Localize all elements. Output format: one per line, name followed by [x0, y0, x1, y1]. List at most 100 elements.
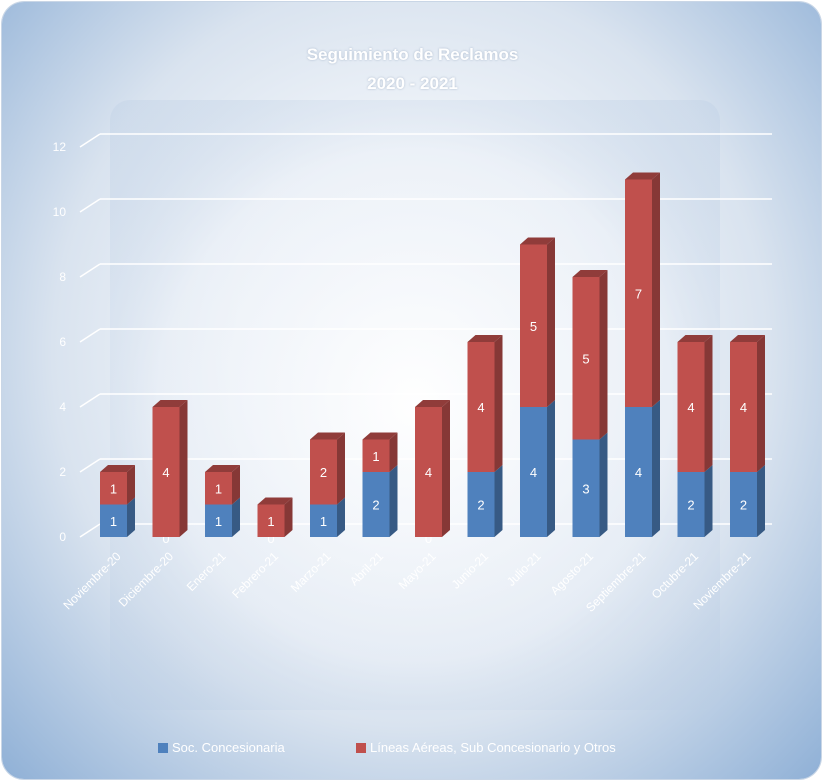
y-tick-label: 4: [59, 400, 66, 414]
legend-item-lineas-aereas: Líneas Aéreas, Sub Concesionario y Otros: [356, 740, 616, 755]
bar-segment: [310, 439, 337, 505]
bar-segment: [625, 407, 652, 537]
bar-side: [284, 497, 293, 537]
bar-side: [389, 465, 398, 537]
bar-segment: [152, 407, 180, 537]
data-label: 1: [110, 514, 117, 529]
bar-segment: [205, 472, 232, 505]
chart-subtitle: 2020 - 2021: [367, 74, 458, 93]
data-label: 5: [582, 351, 589, 366]
chart-title: Seguimiento de Reclamos: [306, 45, 519, 64]
data-label: 2: [477, 498, 484, 513]
bar-side: [652, 400, 660, 537]
gridline-side: [79, 458, 101, 473]
legend-swatch-blue: [158, 742, 168, 753]
bar-segment: [520, 407, 547, 537]
bar-side: [127, 465, 135, 505]
bar-segment: [572, 439, 600, 537]
bar-side: [547, 237, 555, 407]
bar-side: [494, 465, 503, 537]
bar-segment: [572, 277, 600, 440]
data-label: 7: [635, 286, 642, 301]
bar-top: [205, 465, 240, 472]
bar-top: [152, 400, 188, 407]
bar-segment: [730, 472, 757, 537]
bar-side: [704, 335, 713, 472]
bar-segment: [310, 504, 337, 537]
bar-segment: [677, 472, 705, 537]
y-tick-label: 10: [53, 205, 67, 219]
bar-segment: [467, 342, 495, 472]
bar-top: [100, 465, 135, 472]
bar-top: [310, 432, 345, 440]
legend-label: Líneas Aéreas, Sub Concesionario y Otros: [370, 740, 616, 755]
y-tick-label: 12: [53, 140, 67, 154]
data-label: 4: [635, 465, 642, 480]
bar-top: [625, 172, 660, 180]
y-tick-label: 8: [59, 270, 66, 284]
data-label: 0: [162, 531, 169, 546]
bar-segment: [100, 472, 127, 505]
y-tick-label: 0: [59, 530, 66, 544]
legend-label: Soc. Concesionaria: [172, 740, 285, 755]
data-label: 4: [162, 465, 169, 480]
data-label: 1: [215, 481, 222, 496]
bar-side: [652, 172, 660, 407]
bar-segment: [257, 504, 285, 537]
bar-segment: [730, 342, 757, 472]
data-label: 2: [687, 498, 694, 513]
legend-swatch-red: [356, 742, 366, 753]
bar-top: [730, 335, 765, 342]
bar-side: [494, 335, 503, 472]
bar-top: [415, 400, 450, 407]
bar-top: [362, 432, 398, 440]
bar-segment: [205, 504, 232, 537]
data-label: 1: [215, 514, 222, 529]
data-label: 0: [267, 531, 274, 546]
bar-side: [127, 497, 135, 537]
bar-side: [704, 465, 713, 537]
bar-top: [257, 497, 293, 505]
legend-item-soc-concesionaria: Soc. Concesionaria: [158, 740, 285, 755]
data-label: 4: [740, 400, 747, 415]
data-label: 2: [320, 465, 327, 480]
gridline-side: [79, 523, 101, 538]
bar-side: [757, 465, 765, 537]
bar-top: [520, 237, 555, 245]
gridline-side: [79, 393, 101, 408]
bar-segment: [625, 179, 652, 407]
bar-side: [547, 400, 555, 537]
bar-side: [232, 465, 240, 505]
bar-segment: [520, 244, 547, 407]
bar-side: [599, 432, 608, 537]
y-axis-ticks: 0 2 4 6 8 10 12: [53, 140, 67, 544]
data-label: 0: [425, 531, 432, 546]
data-label: 4: [687, 400, 694, 415]
data-label: 3: [582, 481, 589, 496]
gridline-side: [79, 328, 101, 343]
data-label: 5: [530, 319, 537, 334]
gridline-side: [79, 133, 101, 148]
bar-side: [757, 335, 765, 472]
data-label: 1: [320, 514, 327, 529]
bar-top: [572, 270, 608, 277]
data-label: 4: [530, 465, 537, 480]
bar-side: [179, 400, 188, 537]
bar-side: [442, 400, 450, 537]
y-tick-label: 6: [59, 335, 66, 349]
gridline-side: [79, 198, 101, 213]
data-label: 2: [740, 498, 747, 513]
bar-side: [337, 432, 345, 505]
legend: Soc. Concesionaria Líneas Aéreas, Sub Co…: [0, 740, 825, 760]
bar-top: [467, 335, 503, 342]
data-label: 1: [110, 481, 117, 496]
bar-segment: [415, 407, 442, 537]
data-label: 2: [372, 498, 379, 513]
data-label: 1: [267, 514, 274, 529]
y-tick-label: 2: [59, 465, 66, 479]
data-label: 4: [477, 400, 484, 415]
data-label: 1: [372, 449, 379, 464]
bar-segment: [362, 472, 390, 537]
data-label: 4: [425, 465, 432, 480]
bar-side: [599, 270, 608, 440]
